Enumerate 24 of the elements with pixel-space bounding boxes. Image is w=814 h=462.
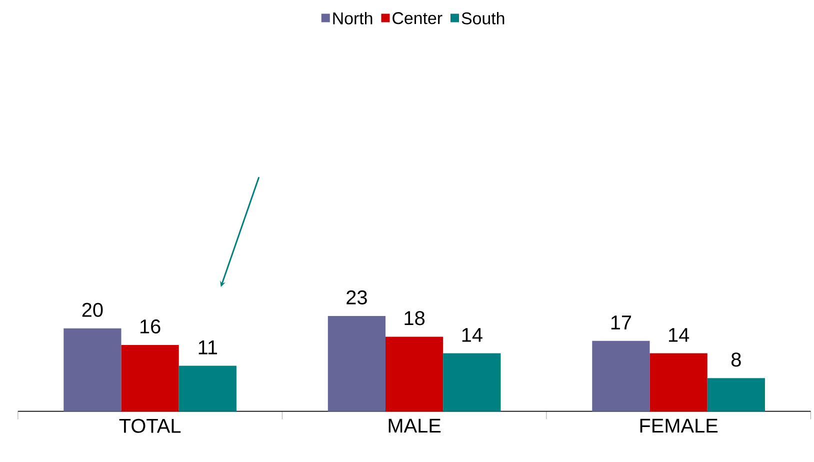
bar [592, 340, 650, 412]
bar [121, 344, 179, 412]
bar [328, 316, 386, 412]
bar [707, 378, 765, 412]
x-tick-label: FEMALE [640, 418, 718, 432]
data-label: 18 [404, 311, 425, 326]
bar [443, 353, 501, 412]
legend-label: Center [392, 12, 442, 24]
data-label: 8 [731, 352, 741, 367]
bar [64, 328, 122, 412]
bar [178, 366, 236, 412]
x-tick-label: MALE [388, 418, 441, 432]
bar [386, 336, 444, 412]
data-label: 17 [611, 316, 632, 330]
legend-label: South [462, 12, 504, 24]
data-label: 20 [82, 302, 103, 317]
legend-label: North [333, 12, 372, 24]
data-label: 23 [346, 290, 367, 304]
data-label: 11 [198, 340, 218, 354]
x-tick-label: TOTAL [119, 418, 181, 433]
bar [650, 353, 708, 412]
data-label: 14 [668, 328, 690, 342]
data-label: 16 [140, 319, 160, 334]
data-label: 14 [462, 328, 482, 342]
